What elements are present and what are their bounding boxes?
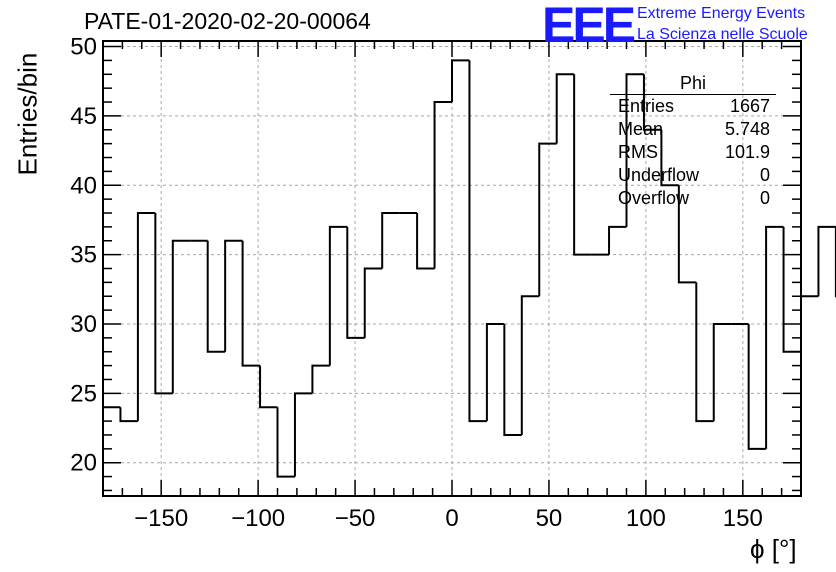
x-tick-label: 50 [536, 505, 563, 532]
histogram-bin [433, 101, 452, 269]
histogram-bin [800, 295, 819, 352]
stats-label: Overflow [618, 188, 690, 208]
x-tick-label: −50 [335, 505, 376, 532]
histogram-bin [712, 322, 732, 422]
histogram-bin [485, 322, 505, 422]
histogram-bin [206, 240, 226, 353]
histogram-bin [782, 226, 801, 353]
histogram-bin [765, 225, 784, 449]
stats-row-overflow: Overflow 0 [610, 187, 778, 210]
histogram-bin [747, 323, 767, 450]
histogram-bin [119, 407, 138, 423]
chart-title: PATE-01-2020-02-20-00064 [84, 8, 371, 34]
histogram-bin [311, 364, 330, 394]
x-tick-label: −150 [134, 505, 188, 532]
histogram-bin [293, 392, 313, 477]
x-tick-label: −100 [231, 505, 285, 532]
y-tick-label: 20 [70, 450, 97, 477]
stats-value: 101.9 [724, 142, 770, 162]
histogram-bin [625, 73, 644, 227]
x-axis-label: ϕ [°] [750, 534, 797, 564]
stats-row-rms: RMS 101.9 [610, 141, 778, 164]
logo-caption: Extreme Energy Events La Scienza nelle S… [637, 3, 808, 45]
x-tick-label: 100 [626, 505, 666, 532]
histogram-bin [555, 73, 575, 144]
y-tick-label: 30 [70, 311, 97, 338]
histogram-bin [468, 60, 487, 423]
stats-box-title: Phi [610, 72, 776, 95]
stats-value: 5.748 [724, 119, 770, 139]
histogram-bin [328, 225, 348, 366]
histogram-bin [171, 239, 191, 394]
histogram-bin [503, 323, 522, 436]
x-tick-label: 150 [723, 505, 763, 532]
y-tick-label: 45 [70, 103, 97, 130]
histogram-bin [451, 59, 470, 103]
histogram-bin [677, 185, 697, 284]
stats-value: 1667 [729, 96, 770, 116]
histogram-bin [695, 282, 714, 423]
y-tick-label: 25 [70, 380, 97, 407]
histogram-bin [416, 213, 435, 270]
stats-label: Entries [618, 96, 675, 116]
y-axis-label: Entries/bin [12, 52, 43, 176]
histogram-bin [276, 407, 295, 478]
histogram-bin [154, 213, 173, 395]
histogram-bin [259, 365, 278, 409]
stats-label: Underflow [618, 165, 700, 185]
histogram-bin [346, 226, 365, 339]
y-tick-label: 50 [70, 34, 97, 61]
histogram-bin [660, 129, 679, 187]
histogram-bin [817, 225, 836, 297]
y-tick-label: 35 [70, 242, 97, 269]
histogram-bin [520, 295, 540, 435]
x-tick-label: 0 [445, 505, 458, 532]
logo-caption-line1: Extreme Energy Events [637, 5, 806, 22]
stats-box: Phi Entries 1667 Mean 5.748 RMS 101.9 Un… [610, 72, 778, 210]
histogram-bin [241, 240, 261, 367]
histogram-bin [136, 212, 156, 422]
histogram-bin [642, 74, 662, 131]
stats-row-underflow: Underflow 0 [610, 164, 778, 187]
stats-value: 0 [759, 165, 770, 185]
stats-label: RMS [618, 142, 658, 162]
histogram-bin [363, 267, 383, 338]
logo-caption-line2: La Scienza nelle Scuole [637, 26, 808, 43]
histogram-bin [381, 212, 400, 269]
histogram-bin [538, 142, 557, 297]
histogram-bin [608, 225, 627, 255]
stats-row-entries: Entries 1667 [610, 95, 778, 118]
y-tick-label: 40 [70, 172, 97, 199]
stats-label: Mean [618, 119, 664, 139]
eee-logo: EEE [542, 0, 636, 53]
histogram-bin [224, 239, 243, 352]
histogram-bin [573, 74, 592, 256]
stats-value: 0 [759, 188, 770, 208]
stats-row-mean: Mean 5.748 [610, 118, 778, 141]
